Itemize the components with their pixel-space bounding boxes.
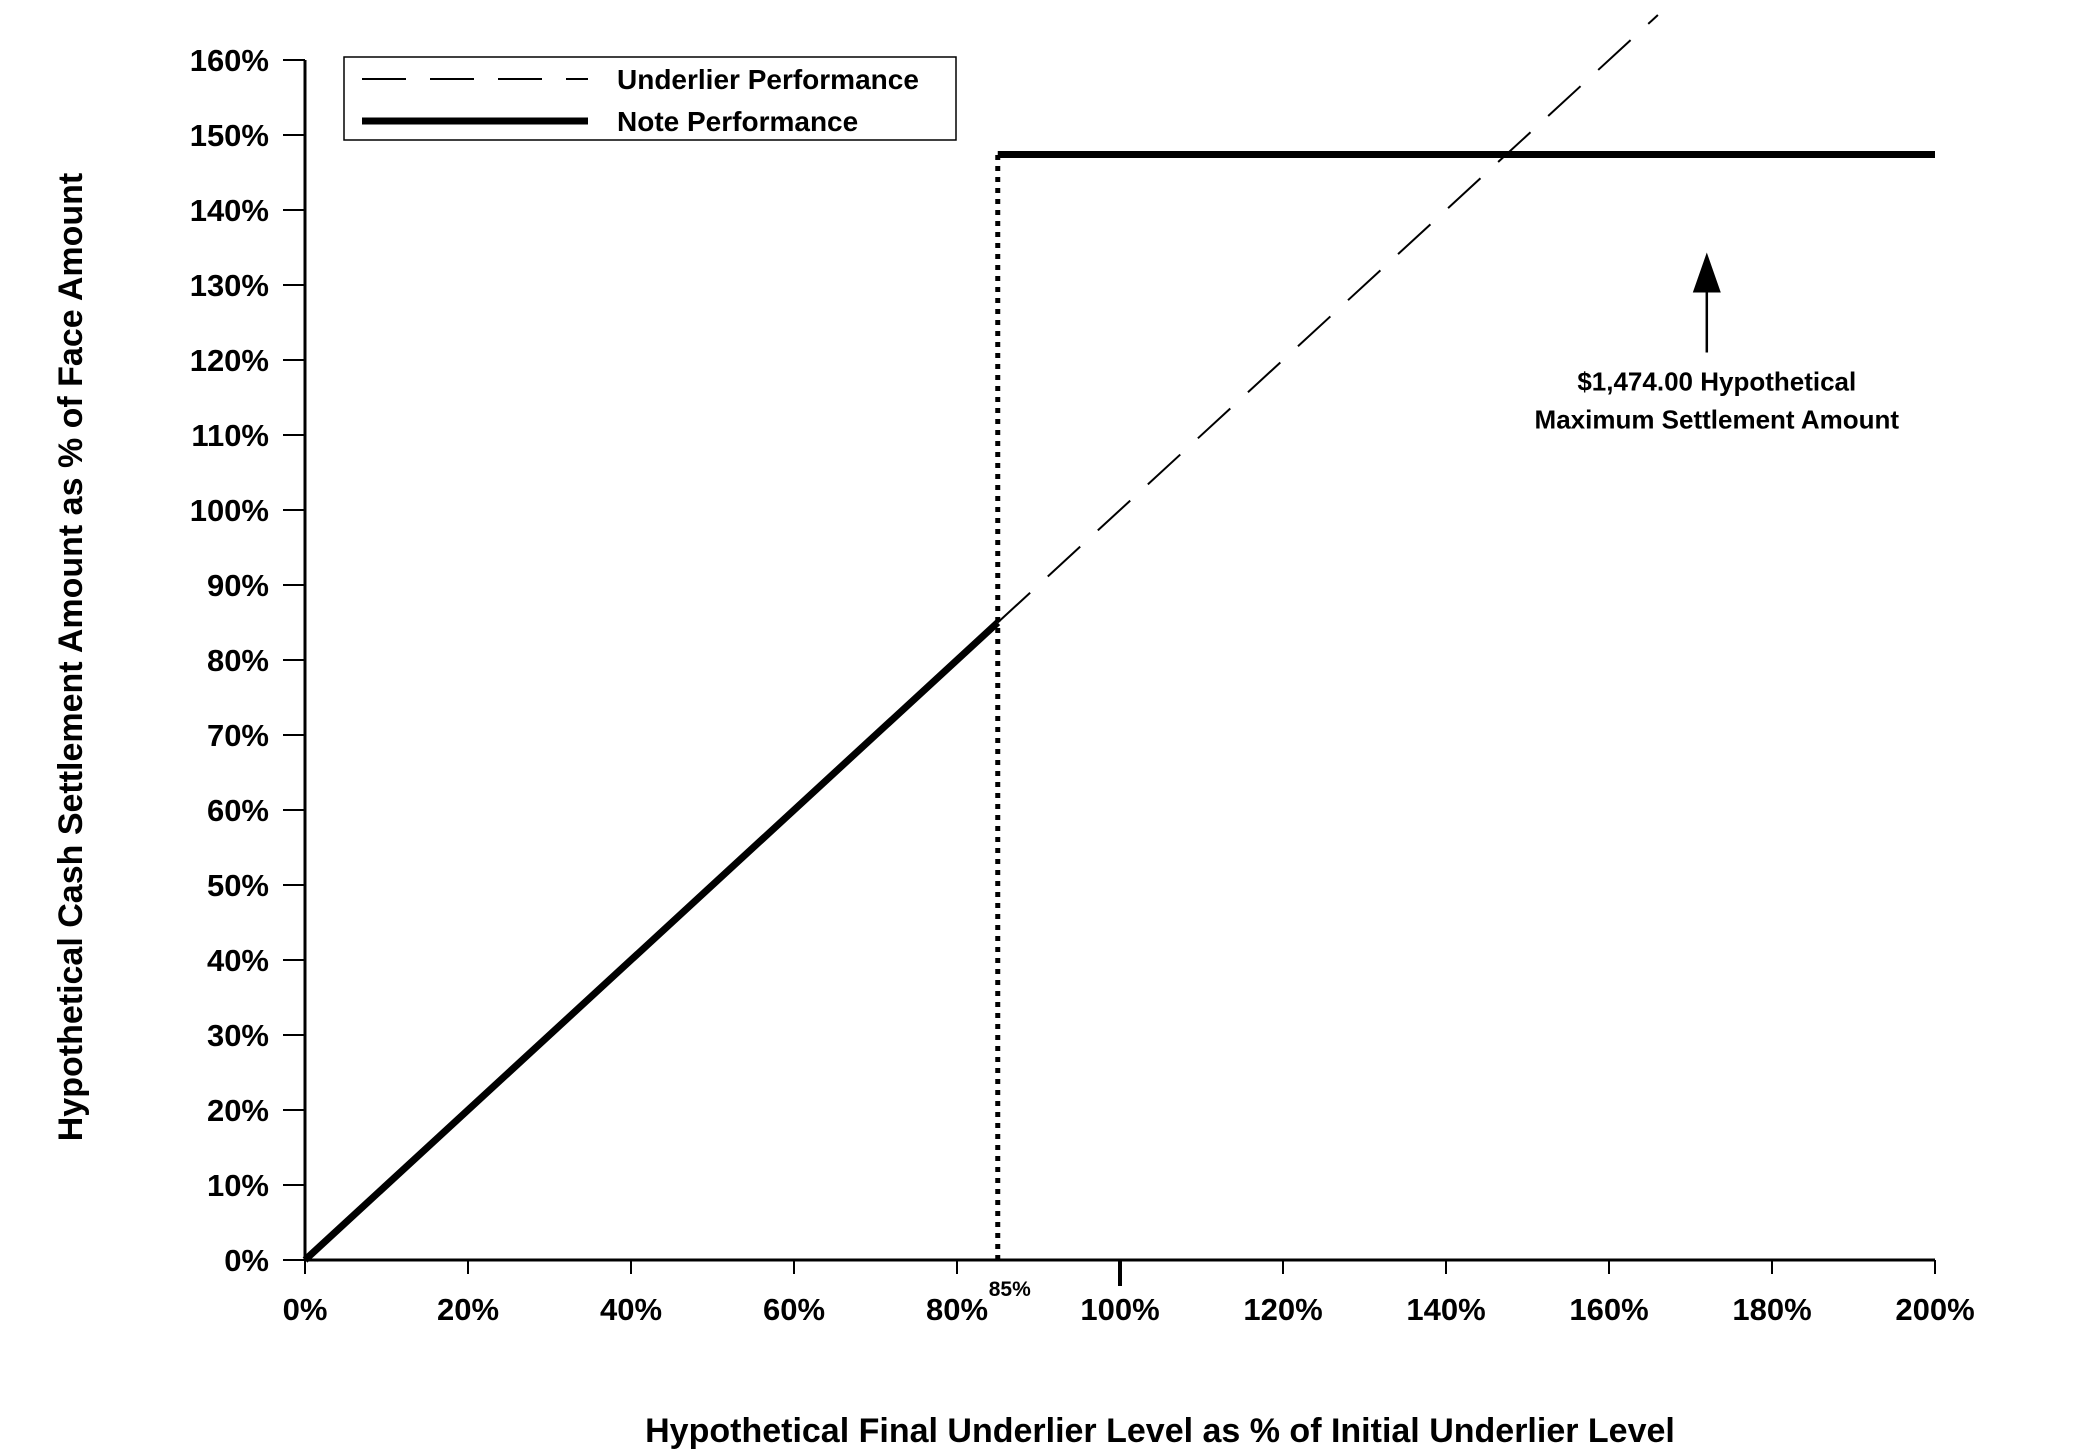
x-tick-label: 180% xyxy=(1732,1292,1811,1327)
knock-in-label: 85% xyxy=(989,1278,1031,1301)
y-tick-label: 130% xyxy=(190,268,269,303)
y-tick-label: 120% xyxy=(190,343,269,378)
y-tick-label: 100% xyxy=(190,493,269,528)
y-tick-label: 40% xyxy=(207,943,269,978)
note-performance-line-1 xyxy=(302,619,1001,1263)
y-axis-ticks: 0% 10% 20% 30% 40% 50% 60% 70% 80% 90% 100% 110% 120… xyxy=(190,43,305,1278)
x-axis-ticks: 0% 20% 40% 60% 80% 100% 120% 140% 160% 180% 200% xyxy=(283,1260,1975,1327)
y-tick-label: 90% xyxy=(207,568,269,603)
legend-label-note: Note Performance xyxy=(617,106,858,137)
y-tick-label: 150% xyxy=(190,118,269,153)
y-tick-label: 0% xyxy=(224,1243,269,1278)
annotation-layer: $1,474.00 Hypothetical Maximum Settlement… xyxy=(1535,252,1900,435)
x-tick-label: 160% xyxy=(1569,1292,1648,1327)
y-tick-label: 80% xyxy=(207,643,269,678)
y-tick-label: 50% xyxy=(207,868,269,903)
y-tick-label: 160% xyxy=(190,43,269,78)
x-tick-label: 140% xyxy=(1406,1292,1485,1327)
y-tick-label: 30% xyxy=(207,1018,269,1053)
y-tick-label: 10% xyxy=(207,1168,269,1203)
reference-layer: 85% xyxy=(989,154,1031,1301)
x-tick-label: 20% xyxy=(437,1292,499,1327)
y-axis-title: Hypothetical Cash Settlement Amount as %… xyxy=(52,173,90,1142)
y-tick-label: 70% xyxy=(207,718,269,753)
y-tick-label: 110% xyxy=(191,418,269,453)
y-tick-label: 60% xyxy=(207,793,269,828)
x-axis-title: Hypothetical Final Underlier Level as % … xyxy=(645,1412,1675,1450)
y-tick-label: 20% xyxy=(207,1093,269,1128)
x-tick-label: 0% xyxy=(283,1292,328,1327)
annotation-arrow-head xyxy=(1692,252,1721,293)
annotation-text-line: $1,474.00 Hypothetical xyxy=(1577,367,1856,397)
x-tick-label: 120% xyxy=(1243,1292,1322,1327)
annotation-text-line: Maximum Settlement Amount xyxy=(1535,405,1900,435)
underlier-performance-line xyxy=(997,14,1659,624)
legend: Underlier Performance Note Performance xyxy=(343,56,957,141)
x-tick-label: 200% xyxy=(1895,1292,1974,1327)
x-tick-label: 40% xyxy=(600,1292,662,1327)
legend-box xyxy=(343,56,957,141)
legend-label-underlier: Underlier Performance xyxy=(617,64,919,95)
x-tick-label: 60% xyxy=(763,1292,825,1327)
x-tick-label: 80% xyxy=(926,1292,988,1327)
x-tick-label: 100% xyxy=(1080,1292,1159,1327)
series-layer xyxy=(302,14,1935,1263)
y-tick-label: 140% xyxy=(190,193,269,228)
